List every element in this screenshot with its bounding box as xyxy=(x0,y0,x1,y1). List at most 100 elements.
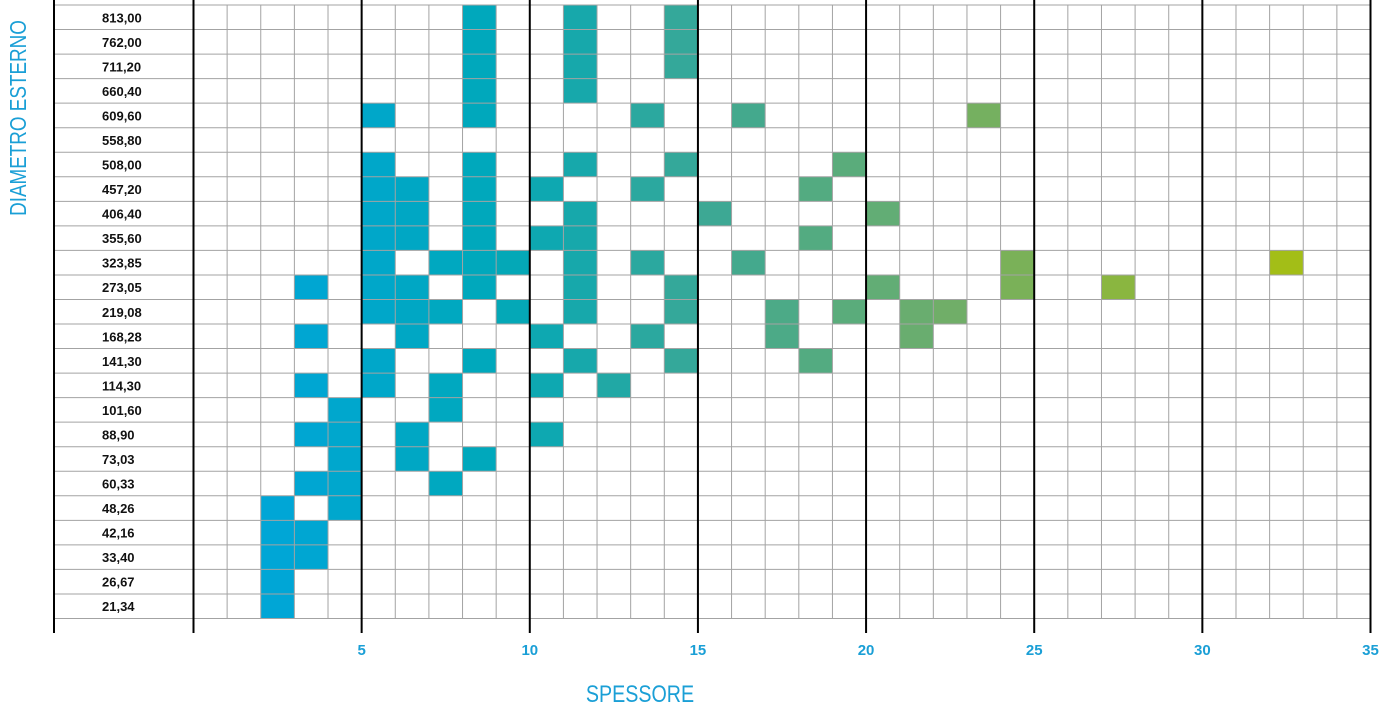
y-tick-label: 711,20 xyxy=(102,59,141,74)
filled-cell xyxy=(260,569,295,594)
y-axis-label: DIAMETRO ESTERNO xyxy=(6,20,31,216)
filled-cell xyxy=(294,422,329,447)
filled-cell xyxy=(395,299,429,325)
filled-cell xyxy=(462,29,497,55)
x-tick-label: 10 xyxy=(521,642,538,659)
filled-cell xyxy=(832,152,867,177)
y-tick-label: 42,16 xyxy=(102,526,135,541)
y-tick-label: 141,30 xyxy=(102,354,142,369)
filled-cell xyxy=(563,201,598,226)
y-tick-label: 355,60 xyxy=(102,231,142,246)
filled-cell xyxy=(529,324,564,349)
filled-cell xyxy=(1101,274,1136,300)
grid-lines-layer xyxy=(53,0,1372,633)
filled-cell xyxy=(529,225,564,251)
filled-cell xyxy=(361,201,396,226)
filled-cell xyxy=(664,274,698,300)
x-tick-label: 15 xyxy=(690,642,707,659)
filled-cell xyxy=(866,274,900,300)
filled-cell xyxy=(563,348,598,374)
filled-cell xyxy=(899,324,934,349)
filled-cell xyxy=(462,78,497,104)
y-tick-label: 406,40 xyxy=(102,207,142,222)
y-tick-labels: 813,00 762,00 711,20 660,40 609,60 558,80 508,… xyxy=(102,10,142,614)
filled-cell xyxy=(529,373,564,398)
filled-cell xyxy=(597,373,631,398)
filled-cell xyxy=(361,103,396,128)
filled-cell xyxy=(765,299,799,325)
filled-cell xyxy=(462,250,497,275)
filled-cell xyxy=(462,446,497,472)
y-tick-label: 273,05 xyxy=(102,280,142,295)
filled-cell xyxy=(260,544,295,570)
y-tick-label: 101,60 xyxy=(102,403,142,418)
filled-cell xyxy=(529,422,564,447)
filled-cell xyxy=(496,299,530,325)
filled-cell xyxy=(361,274,396,300)
filled-cell xyxy=(328,446,362,472)
filled-cell xyxy=(731,250,766,275)
filled-cell xyxy=(428,471,463,496)
filled-cell xyxy=(1000,274,1035,300)
filled-cell xyxy=(563,250,598,275)
filled-cell xyxy=(294,544,329,570)
y-tick-label: 219,08 xyxy=(102,305,142,320)
filled-cell xyxy=(361,225,396,251)
filled-cell xyxy=(328,495,362,521)
filled-cell xyxy=(933,299,967,325)
filled-cell xyxy=(361,373,396,398)
filled-cell xyxy=(798,176,833,202)
y-tick-label: 457,20 xyxy=(102,182,142,197)
filled-cell xyxy=(462,348,497,374)
filled-cell xyxy=(361,299,396,325)
filled-cell xyxy=(563,54,598,79)
filled-cell xyxy=(798,348,833,374)
filled-cell xyxy=(395,446,429,472)
filled-cell xyxy=(563,299,598,325)
filled-cell xyxy=(462,176,497,202)
filled-cell xyxy=(664,152,698,177)
filled-cell xyxy=(294,520,329,545)
filled-cell xyxy=(462,152,497,177)
y-tick-label: 48,26 xyxy=(102,501,135,516)
filled-cell xyxy=(664,5,698,30)
filled-cell xyxy=(966,103,1001,128)
filled-cell xyxy=(294,274,329,300)
filled-cell xyxy=(361,176,396,202)
filled-cell xyxy=(361,152,396,177)
filled-cell xyxy=(328,422,362,447)
y-tick-label: 21,34 xyxy=(102,599,135,614)
x-tick-label: 5 xyxy=(357,642,365,659)
filled-cell xyxy=(664,29,698,55)
filled-cell xyxy=(361,348,396,374)
filled-cell xyxy=(664,348,698,374)
filled-cell xyxy=(563,225,598,251)
filled-cell xyxy=(731,103,766,128)
filled-cell xyxy=(462,201,497,226)
filled-cell xyxy=(395,176,429,202)
y-tick-label: 168,28 xyxy=(102,329,142,344)
filled-cell xyxy=(428,250,463,275)
filled-cell xyxy=(563,274,598,300)
x-axis-label: SPESSORE xyxy=(586,680,694,707)
filled-cell xyxy=(529,176,564,202)
filled-cells-layer xyxy=(260,5,1304,619)
filled-cell xyxy=(563,78,598,104)
filled-cell xyxy=(395,201,429,226)
x-tick-label: 25 xyxy=(1026,642,1043,659)
filled-cell xyxy=(328,397,362,423)
filled-cell xyxy=(462,54,497,79)
filled-cell xyxy=(260,495,295,521)
filled-cell xyxy=(361,250,396,275)
filled-cell xyxy=(328,471,362,496)
y-tick-label: 60,33 xyxy=(102,477,135,492)
y-tick-label: 26,67 xyxy=(102,575,135,590)
filled-cell xyxy=(697,201,732,226)
y-tick-label: 323,85 xyxy=(102,256,142,271)
filled-cell xyxy=(294,373,329,398)
filled-cell xyxy=(765,324,799,349)
filled-cell xyxy=(866,201,900,226)
filled-cell xyxy=(428,373,463,398)
y-tick-label: 609,60 xyxy=(102,108,142,123)
x-tick-label: 35 xyxy=(1362,642,1379,659)
